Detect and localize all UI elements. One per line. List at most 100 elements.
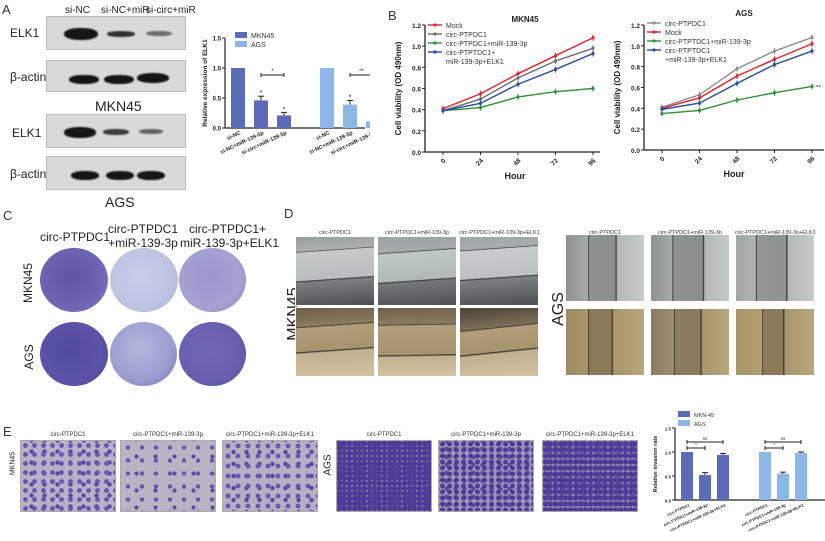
svg-text:0.5: 0.5 xyxy=(213,97,222,103)
svg-text:0: 0 xyxy=(440,157,448,165)
wound-column-label-mkn45-1: circ-PTPDC1 xyxy=(318,230,352,236)
lane-label-si-nc: si-NC xyxy=(65,5,90,16)
colony-column-label-1: circ-PTPDC1 xyxy=(40,230,111,244)
blot-label-actin-ags: β-actin xyxy=(10,167,47,181)
colony-plate-ags-mir xyxy=(110,322,177,386)
svg-text:1.0: 1.0 xyxy=(665,451,672,456)
svg-text:96: 96 xyxy=(587,157,597,167)
western-blot-actin-mkn45 xyxy=(46,60,186,92)
svg-text:*: * xyxy=(695,442,697,447)
colony-column-label-2a: circ-PTPDC1 xyxy=(108,222,179,236)
wound-image-mkn45-24h-mir xyxy=(377,307,457,377)
svg-text:MKN45: MKN45 xyxy=(251,33,274,40)
svg-text:AGS: AGS xyxy=(735,9,753,18)
svg-text:1.0: 1.0 xyxy=(412,44,421,51)
svg-text:Cell viability (OD 490nm): Cell viability (OD 490nm) xyxy=(394,41,403,135)
colony-column-label-3b: miR-139-3p+ELK1 xyxy=(180,236,280,250)
blot-label-elk1-mkn45: ELK1 xyxy=(10,26,40,40)
wound-column-label-mkn45-2: circ-PTPDC1+miR-139-3p xyxy=(384,230,450,236)
svg-text:0.2: 0.2 xyxy=(631,127,640,134)
transwell-image-ags-circ xyxy=(336,440,432,512)
svg-text:circ-PTPTDC1+: circ-PTPTDC1+ xyxy=(446,50,495,57)
svg-text:0.8: 0.8 xyxy=(631,65,640,72)
wound-image-ags-24h-circ xyxy=(565,308,645,376)
svg-text:0: 0 xyxy=(659,155,667,163)
svg-text:circ-PTPDC1+miR-139-3p: circ-PTPDC1+miR-139-3p xyxy=(446,41,528,48)
ags-viability-line-chart: 0.0 0.2 0.4 0.6 0.8 1.0 1.2 0 24 48 72 96 Hour Cell v… xyxy=(613,9,824,179)
svg-text:MKN-45: MKN-45 xyxy=(694,413,714,419)
transwell-row-label-mkn45: MKN45 xyxy=(9,451,17,476)
svg-text:**: ** xyxy=(359,69,364,75)
wound-image-ags-24h-elk1 xyxy=(735,308,815,376)
transwell-column-label-mkn45-2: circ-PTPDC1+miR-139-3p xyxy=(133,432,203,438)
panel-letter-d: D xyxy=(284,206,294,221)
transwell-column-label-ags-1: circ-PTPDC1 xyxy=(366,432,402,438)
svg-text:0.0: 0.0 xyxy=(412,150,421,157)
wound-image-mkn45-0h-mir xyxy=(377,236,457,306)
svg-text:AGS: AGS xyxy=(251,42,266,49)
colony-row-label-ags: AGS xyxy=(22,344,36,370)
svg-text:+miR-139-3p+ELK1: +miR-139-3p+ELK1 xyxy=(665,57,727,64)
colony-row-label-mkn45: MKN45 xyxy=(21,262,35,303)
western-blot-elk1-ags xyxy=(46,114,186,148)
colony-plate-ags-circ xyxy=(40,322,108,386)
colony-plate-mkn45-elk1 xyxy=(179,248,246,312)
transwell-image-mkn45-elk1 xyxy=(222,440,318,512)
svg-text:miR-139-3p+ELK1: miR-139-3p+ELK1 xyxy=(446,59,504,66)
western-blot-elk1-mkn45 xyxy=(46,16,186,50)
transwell-row-label-ags: AGS xyxy=(322,454,334,476)
wound-image-ags-0h-circ xyxy=(565,234,645,302)
svg-text:Relative invasion rate: Relative invasion rate xyxy=(653,436,659,493)
svg-text:AGS: AGS xyxy=(694,422,706,428)
panel-letter-e: E xyxy=(3,424,12,439)
transwell-image-mkn45-mir xyxy=(120,440,216,512)
svg-text:0.4: 0.4 xyxy=(631,106,640,113)
mkn45-viability-line-chart: 0.0 0.2 0.4 0.6 0.8 1.0 1.2 0 24 48 72 96 Hour Cell v… xyxy=(394,15,600,181)
svg-text:0.6: 0.6 xyxy=(631,86,640,93)
svg-text:circ-PTPTDC1+miR-139-3p: circ-PTPTDC1+miR-139-3p xyxy=(665,39,751,46)
svg-text:ns: ns xyxy=(781,436,787,441)
svg-text:1.5: 1.5 xyxy=(665,427,672,432)
transwell-column-label-ags-3: circ-PTPDC1+miR-139-3p+ELK1 xyxy=(545,432,635,438)
svg-text:1.0: 1.0 xyxy=(213,67,222,73)
svg-text:circ-PTPTDC1: circ-PTPTDC1 xyxy=(665,48,710,55)
svg-text:0.0: 0.0 xyxy=(665,499,672,504)
cell-line-label-mkn45: MKN45 xyxy=(95,98,142,114)
svg-text:*: * xyxy=(349,94,352,101)
wound-column-label-mkn45-3: circ-PTPDC1+miR-139-3p+ELK1 xyxy=(459,230,540,236)
svg-text:0.5: 0.5 xyxy=(665,475,672,480)
svg-text:1.2: 1.2 xyxy=(412,23,421,30)
svg-text:0.8: 0.8 xyxy=(412,65,421,72)
svg-text:Hour: Hour xyxy=(724,169,745,179)
svg-text:Mock: Mock xyxy=(446,23,463,30)
colony-column-label-3a: circ-PTPDC1+ xyxy=(188,222,266,236)
svg-text:*: * xyxy=(260,90,263,97)
svg-text:circ-PTPDC1: circ-PTPDC1 xyxy=(446,32,487,39)
wound-image-mkn45-24h-elk1 xyxy=(459,307,539,377)
cell-line-label-ags: AGS xyxy=(105,194,135,210)
wound-image-mkn45-24h-circ xyxy=(295,307,375,377)
wound-image-ags-0h-mir xyxy=(650,234,730,302)
western-blot-actin-ags xyxy=(46,156,186,190)
svg-text:96: 96 xyxy=(806,155,816,165)
panel-letter-b: B xyxy=(388,8,397,23)
svg-text:*: * xyxy=(271,69,274,75)
svg-text:Mock: Mock xyxy=(665,30,682,37)
svg-text:si-NC: si-NC xyxy=(315,130,331,142)
colony-column-label-2b: +miR-139-3p xyxy=(108,236,178,250)
svg-text:1.5: 1.5 xyxy=(213,37,222,43)
transwell-column-label-mkn45-1: circ-PTPDC1 xyxy=(50,432,86,438)
svg-text:ns: ns xyxy=(703,436,709,441)
colony-plate-mkn45-circ xyxy=(40,248,108,312)
wound-image-mkn45-0h-elk1 xyxy=(459,236,539,306)
svg-text:72: 72 xyxy=(769,155,779,165)
svg-text:0.0: 0.0 xyxy=(631,148,640,155)
colony-plate-ags-elk1 xyxy=(179,322,246,386)
svg-text:Cell viability (OD 490nm): Cell viability (OD 490nm) xyxy=(613,40,622,134)
svg-text:1.0: 1.0 xyxy=(631,44,640,51)
svg-text:Relative expression of ELK1: Relative expression of ELK1 xyxy=(202,39,209,127)
svg-text:48: 48 xyxy=(731,155,741,165)
svg-text:MKN45: MKN45 xyxy=(511,15,539,24)
svg-text:**: ** xyxy=(816,84,822,91)
